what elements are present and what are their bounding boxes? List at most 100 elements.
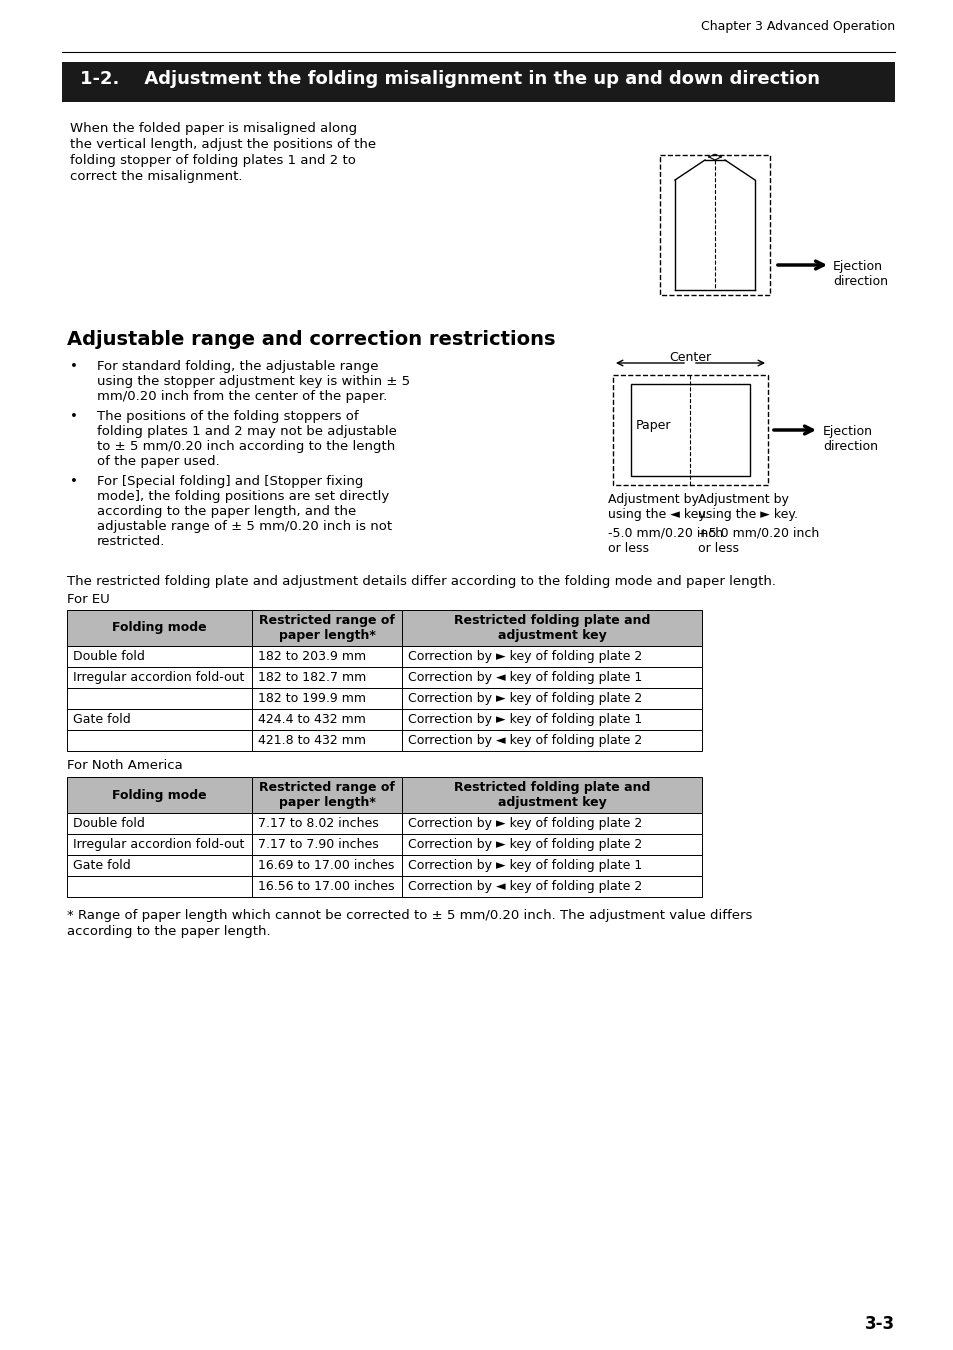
Text: mm/0.20 inch from the center of the paper.: mm/0.20 inch from the center of the pape… — [97, 390, 387, 404]
Text: 16.69 to 17.00 inches: 16.69 to 17.00 inches — [257, 859, 394, 872]
Text: Double fold: Double fold — [73, 817, 145, 830]
Text: restricted.: restricted. — [97, 535, 165, 548]
Text: using the stopper adjustment key is within ± 5: using the stopper adjustment key is with… — [97, 375, 410, 387]
Bar — [401, 855, 701, 876]
Bar — [252, 709, 401, 730]
Bar — [252, 610, 401, 647]
Text: folding plates 1 and 2 may not be adjustable: folding plates 1 and 2 may not be adjust… — [97, 425, 396, 437]
Text: Folding mode: Folding mode — [112, 788, 207, 802]
Bar — [401, 667, 701, 688]
Text: the vertical length, adjust the positions of the: the vertical length, adjust the position… — [70, 138, 375, 151]
Text: Paper: Paper — [636, 418, 671, 432]
Text: according to the paper length, and the: according to the paper length, and the — [97, 505, 355, 518]
Bar — [252, 778, 401, 813]
Text: to ± 5 mm/0.20 inch according to the length: to ± 5 mm/0.20 inch according to the len… — [97, 440, 395, 454]
Text: Adjustment by
using the ◄ key.: Adjustment by using the ◄ key. — [607, 493, 707, 521]
Text: Double fold: Double fold — [73, 649, 145, 663]
Text: of the paper used.: of the paper used. — [97, 455, 219, 468]
Text: Restricted folding plate and
adjustment key: Restricted folding plate and adjustment … — [454, 614, 650, 643]
Bar — [401, 813, 701, 834]
Bar — [67, 610, 252, 647]
Text: -5.0 mm/0.20 inch
or less: -5.0 mm/0.20 inch or less — [607, 526, 722, 555]
Text: Ejection
direction: Ejection direction — [822, 425, 877, 454]
Bar — [67, 647, 252, 667]
Text: Irregular accordion fold-out: Irregular accordion fold-out — [73, 838, 244, 850]
Text: For EU: For EU — [67, 593, 110, 606]
Text: Correction by ◄ key of folding plate 2: Correction by ◄ key of folding plate 2 — [408, 734, 641, 747]
Text: Restricted range of
paper length*: Restricted range of paper length* — [259, 782, 395, 809]
Bar — [67, 688, 252, 709]
Bar — [252, 688, 401, 709]
Text: Chapter 3 Advanced Operation: Chapter 3 Advanced Operation — [700, 20, 894, 32]
Bar — [67, 834, 252, 855]
Text: For Noth America: For Noth America — [67, 759, 183, 772]
Bar — [401, 876, 701, 896]
Text: 424.4 to 432 mm: 424.4 to 432 mm — [257, 713, 366, 726]
Text: Correction by ◄ key of folding plate 2: Correction by ◄ key of folding plate 2 — [408, 880, 641, 892]
Text: •: • — [70, 410, 78, 423]
Text: Correction by ► key of folding plate 1: Correction by ► key of folding plate 1 — [408, 859, 641, 872]
Bar — [252, 855, 401, 876]
Text: 16.56 to 17.00 inches: 16.56 to 17.00 inches — [257, 880, 395, 892]
Bar — [67, 709, 252, 730]
Text: When the folded paper is misaligned along: When the folded paper is misaligned alon… — [70, 122, 356, 135]
Bar — [252, 876, 401, 896]
Bar — [401, 778, 701, 813]
Text: 3-3: 3-3 — [864, 1315, 894, 1332]
Text: +5.0 mm/0.20 inch
or less: +5.0 mm/0.20 inch or less — [698, 526, 819, 555]
Text: Adjustable range and correction restrictions: Adjustable range and correction restrict… — [67, 329, 555, 350]
Bar — [67, 876, 252, 896]
Bar — [252, 834, 401, 855]
Bar — [67, 667, 252, 688]
Text: Correction by ► key of folding plate 2: Correction by ► key of folding plate 2 — [408, 693, 641, 705]
Text: Correction by ► key of folding plate 1: Correction by ► key of folding plate 1 — [408, 713, 641, 726]
Text: Correction by ► key of folding plate 2: Correction by ► key of folding plate 2 — [408, 649, 641, 663]
Bar — [252, 813, 401, 834]
Text: correct the misalignment.: correct the misalignment. — [70, 170, 242, 184]
Text: * Range of paper length which cannot be corrected to ± 5 mm/0.20 inch. The adjus: * Range of paper length which cannot be … — [67, 909, 752, 922]
Bar — [67, 813, 252, 834]
Text: 182 to 182.7 mm: 182 to 182.7 mm — [257, 671, 366, 684]
Bar — [252, 647, 401, 667]
Bar — [401, 730, 701, 751]
Text: Gate fold: Gate fold — [73, 859, 131, 872]
Text: Correction by ◄ key of folding plate 1: Correction by ◄ key of folding plate 1 — [408, 671, 641, 684]
Bar — [401, 688, 701, 709]
Bar — [67, 778, 252, 813]
Text: The positions of the folding stoppers of: The positions of the folding stoppers of — [97, 410, 358, 423]
Text: Irregular accordion fold-out: Irregular accordion fold-out — [73, 671, 244, 684]
Bar — [401, 610, 701, 647]
Text: mode], the folding positions are set directly: mode], the folding positions are set dir… — [97, 490, 389, 504]
Text: 7.17 to 8.02 inches: 7.17 to 8.02 inches — [257, 817, 378, 830]
Bar — [62, 62, 894, 103]
Text: folding stopper of folding plates 1 and 2 to: folding stopper of folding plates 1 and … — [70, 154, 355, 167]
Text: •: • — [70, 475, 78, 487]
Text: 182 to 199.9 mm: 182 to 199.9 mm — [257, 693, 366, 705]
Text: 1-2.    Adjustment the folding misalignment in the up and down direction: 1-2. Adjustment the folding misalignment… — [80, 70, 820, 88]
Text: Adjustment by
using the ► key.: Adjustment by using the ► key. — [698, 493, 797, 521]
Text: Correction by ► key of folding plate 2: Correction by ► key of folding plate 2 — [408, 838, 641, 850]
Text: according to the paper length.: according to the paper length. — [67, 925, 271, 938]
Bar — [67, 730, 252, 751]
Text: 7.17 to 7.90 inches: 7.17 to 7.90 inches — [257, 838, 378, 850]
Bar — [401, 709, 701, 730]
Bar — [401, 834, 701, 855]
Text: Ejection
direction: Ejection direction — [832, 261, 887, 288]
Text: 182 to 203.9 mm: 182 to 203.9 mm — [257, 649, 366, 663]
Text: Restricted range of
paper length*: Restricted range of paper length* — [259, 614, 395, 643]
Text: For [Special folding] and [Stopper fixing: For [Special folding] and [Stopper fixin… — [97, 475, 363, 487]
Text: Folding mode: Folding mode — [112, 621, 207, 634]
Text: Center: Center — [668, 351, 710, 364]
Text: Gate fold: Gate fold — [73, 713, 131, 726]
Bar — [401, 647, 701, 667]
Text: The restricted folding plate and adjustment details differ according to the fold: The restricted folding plate and adjustm… — [67, 575, 775, 589]
Text: For standard folding, the adjustable range: For standard folding, the adjustable ran… — [97, 360, 378, 373]
Bar — [252, 667, 401, 688]
Text: Restricted folding plate and
adjustment key: Restricted folding plate and adjustment … — [454, 782, 650, 809]
Text: 421.8 to 432 mm: 421.8 to 432 mm — [257, 734, 366, 747]
Bar — [67, 855, 252, 876]
Text: •: • — [70, 360, 78, 373]
Text: adjustable range of ± 5 mm/0.20 inch is not: adjustable range of ± 5 mm/0.20 inch is … — [97, 520, 392, 533]
Bar — [252, 730, 401, 751]
Text: Correction by ► key of folding plate 2: Correction by ► key of folding plate 2 — [408, 817, 641, 830]
